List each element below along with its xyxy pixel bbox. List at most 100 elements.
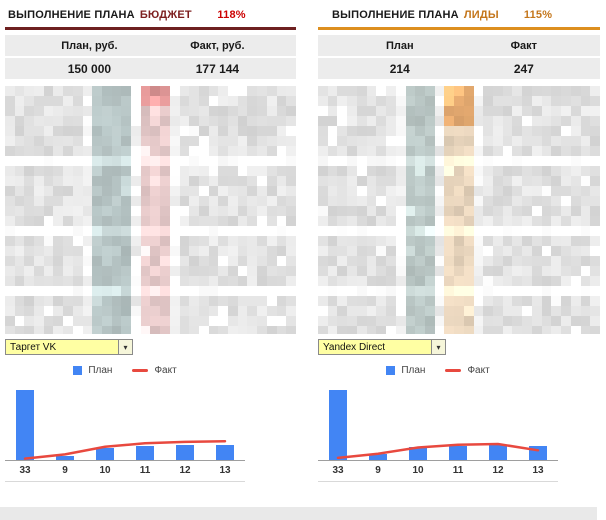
leads-source-filter[interactable]: Yandex Direct ▾ (318, 339, 446, 355)
mosaic-cell (463, 156, 474, 166)
mosaic-cell (266, 136, 277, 146)
mosaic-cell (140, 96, 151, 106)
mosaic-cell (169, 276, 180, 286)
mosaic-cell (493, 86, 503, 96)
mosaic-cell (386, 236, 396, 246)
mosaic-cell (34, 136, 44, 146)
mosaic-cell (512, 236, 523, 246)
mosaic-cell (463, 196, 474, 206)
plan-bar (449, 446, 467, 460)
mosaic-cell (101, 136, 112, 146)
mosaic-cell (386, 196, 396, 206)
mosaic-cell (483, 236, 494, 246)
mosaic-cell (493, 116, 503, 126)
mosaic-cell (405, 266, 416, 276)
mosaic-cell (34, 206, 44, 216)
fact-column-header: Факт, руб. (190, 39, 245, 52)
panel-title-accent: БЮДЖЕТ (139, 9, 192, 21)
mosaic-cell (5, 126, 15, 136)
mosaic-cell (53, 286, 64, 296)
mosaic-cell (131, 276, 141, 286)
mosaic-cell (551, 276, 562, 286)
mosaic-cell (405, 186, 416, 196)
mosaic-cell (140, 136, 151, 146)
mosaic-cell (72, 296, 83, 306)
mosaic-cell (140, 286, 151, 296)
mosaic-cell (228, 276, 238, 286)
mosaic-cell (561, 166, 571, 176)
mosaic-cell (14, 216, 25, 226)
mosaic-cell (551, 86, 562, 96)
mosaic-cell (356, 96, 367, 106)
mosaic-cell (131, 176, 141, 186)
mosaic-cell (493, 206, 503, 216)
mosaic-cell (34, 96, 44, 106)
mosaic-cell (140, 266, 151, 276)
mosaic-cell (463, 166, 474, 176)
mosaic-cell (531, 306, 542, 316)
mosaic-cell (43, 96, 54, 106)
leads-panel: ВЫПОЛНЕНИЕ ПЛАНА ЛИДЫ 115% План Факт 214… (318, 6, 600, 482)
mosaic-cell (444, 106, 455, 116)
mosaic-cell (415, 216, 425, 226)
axis-underline (5, 481, 245, 482)
mosaic-cell (228, 116, 238, 126)
mosaic-cell (366, 106, 377, 116)
mosaic-cell (43, 166, 54, 176)
mosaic-cell (444, 96, 455, 106)
mosaic-cell (286, 226, 296, 236)
mosaic-cell (580, 186, 591, 196)
mosaic-cell (444, 136, 455, 146)
mosaic-cell (590, 206, 600, 216)
chevron-down-icon[interactable]: ▾ (431, 340, 445, 354)
mosaic-cell (424, 216, 435, 226)
mosaic-cell (356, 236, 367, 246)
mosaic-cell (218, 286, 229, 296)
plan-bar (16, 390, 34, 460)
mosaic-cell (14, 326, 25, 334)
mosaic-cell (24, 156, 35, 166)
mosaic-cell (327, 86, 338, 96)
mosaic-cell (237, 126, 248, 136)
mosaic-cell (169, 286, 180, 296)
mosaic-cell (483, 116, 494, 126)
mosaic-cell (189, 306, 199, 316)
mosaic-cell (150, 96, 161, 106)
mosaic-cell (395, 156, 406, 166)
mosaic-cell (198, 86, 209, 96)
mosaic-cell (14, 236, 25, 246)
mosaic-cell (366, 126, 377, 136)
mosaic-cell (415, 116, 425, 126)
mosaic-cell (208, 246, 219, 256)
mosaic-cell (366, 96, 377, 106)
mosaic-cell (347, 156, 357, 166)
mosaic-cell (561, 266, 571, 276)
budget-source-filter[interactable]: Таргет VK ▾ (5, 339, 133, 355)
mosaic-cell (405, 296, 416, 306)
chevron-down-icon[interactable]: ▾ (118, 340, 132, 354)
mosaic-cell (63, 316, 73, 326)
mosaic-cell (179, 136, 190, 146)
mosaic-cell (198, 286, 209, 296)
mosaic-cell (541, 236, 552, 246)
mosaic-cell (82, 126, 93, 136)
mosaic-cell (454, 176, 464, 186)
mosaic-cell (179, 176, 190, 186)
mosaic-cell (580, 326, 591, 334)
mosaic-cell (463, 126, 474, 136)
mosaic-cell (131, 146, 141, 156)
mosaic-cell (43, 86, 54, 96)
mosaic-cell (237, 196, 248, 206)
mosaic-cell (580, 166, 591, 176)
mosaic-cell (247, 116, 258, 126)
mosaic-cell (247, 166, 258, 176)
mosaic-cell (473, 246, 484, 256)
mosaic-cell (24, 326, 35, 334)
mosaic-cell (63, 226, 73, 236)
mosaic-cell (247, 206, 258, 216)
redacted-table-region (318, 86, 600, 334)
mosaic-cell (34, 226, 44, 236)
mosaic-cell (327, 266, 338, 276)
mosaic-cell (198, 206, 209, 216)
mosaic-cell (318, 166, 328, 176)
